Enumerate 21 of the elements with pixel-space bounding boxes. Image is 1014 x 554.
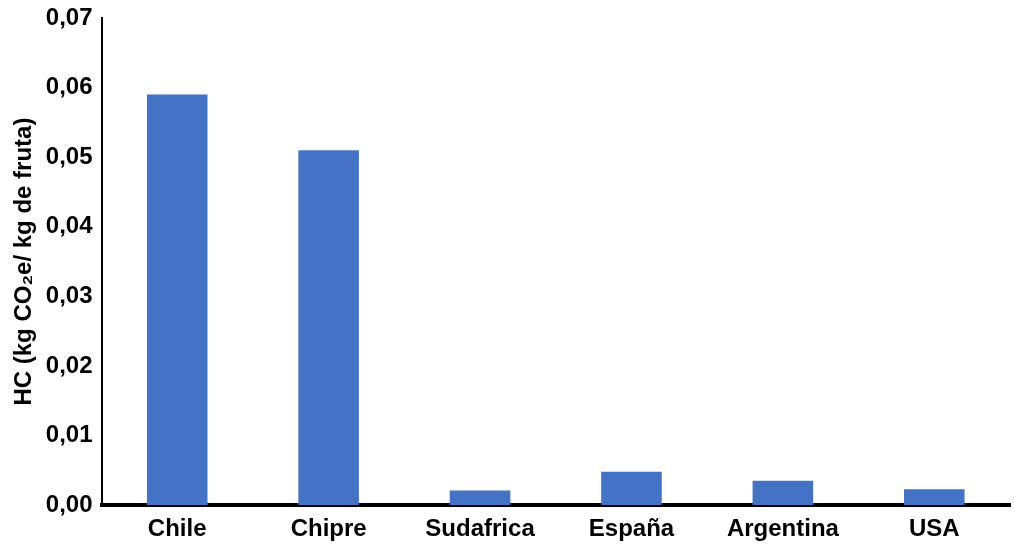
bar bbox=[449, 490, 511, 506]
y-tick-label: 0,07 bbox=[45, 2, 93, 30]
y-tick-label: 0,04 bbox=[45, 211, 94, 239]
x-tick-label: Argentina bbox=[726, 514, 840, 542]
x-tick-label: España bbox=[588, 514, 675, 542]
bar bbox=[146, 94, 208, 506]
x-tick-label: USA bbox=[908, 514, 960, 542]
y-tick-label: 0,02 bbox=[45, 350, 93, 378]
y-tick-label: 0,00 bbox=[45, 489, 93, 517]
bar bbox=[298, 150, 359, 506]
y-tick-label: 0,05 bbox=[45, 141, 93, 169]
bar bbox=[601, 471, 662, 506]
x-tick-label: Chile bbox=[147, 514, 207, 542]
bar bbox=[904, 489, 965, 506]
bar bbox=[752, 480, 814, 506]
y-tick-label: 0,06 bbox=[45, 72, 93, 100]
y-tick-label: 0,01 bbox=[45, 420, 93, 448]
x-tick-label: Chipre bbox=[290, 514, 367, 542]
y-tick-label: 0,03 bbox=[45, 281, 93, 309]
x-tick-label: Sudafrica bbox=[425, 514, 536, 542]
y-axis-title: HC (kg CO₂e/ kg de fruta) bbox=[9, 117, 37, 406]
